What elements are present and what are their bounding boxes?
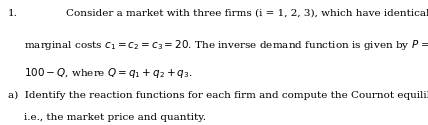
Text: marginal costs $c_1 = c_2 = c_3 = 20$. The inverse demand function is given by $: marginal costs $c_1 = c_2 = c_3 = 20$. T…: [24, 38, 428, 52]
Text: Consider a market with three firms (i = 1, 2, 3), which have identical: Consider a market with three firms (i = …: [66, 9, 428, 18]
Text: $100 - Q$, where $Q = q_1 + q_2 + q_3$.: $100 - Q$, where $Q = q_1 + q_2 + q_3$.: [24, 66, 192, 80]
Text: a)  Identify the reaction functions for each firm and compute the Cournot equili: a) Identify the reaction functions for e…: [8, 91, 428, 100]
Text: 1.: 1.: [8, 9, 18, 18]
Text: i.e., the market price and quantity.: i.e., the market price and quantity.: [24, 112, 205, 122]
